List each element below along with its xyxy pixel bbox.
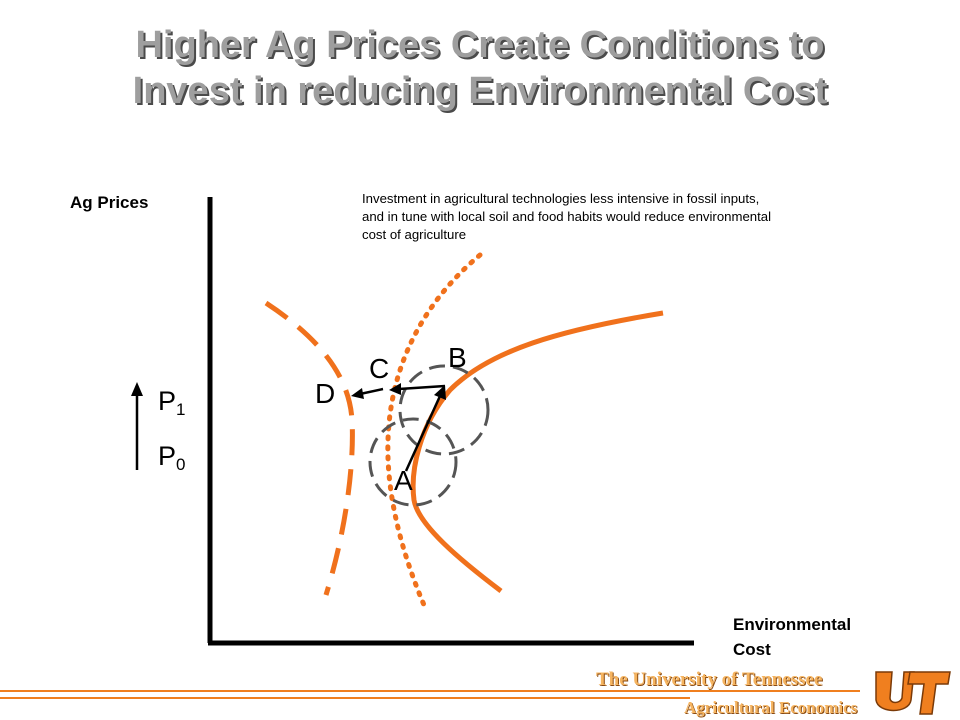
price-rise-arrow (131, 382, 143, 470)
point-label-d: D (315, 378, 336, 409)
circle-around-a (368, 417, 458, 507)
point-label-a: A (394, 465, 413, 496)
footer-divider-top (0, 690, 860, 692)
footer-university: The University of Tennessee (596, 669, 823, 690)
price-label-p0: P0 (158, 441, 186, 474)
arrow-c-to-d (351, 387, 384, 399)
x-axis-label: Environmental Cost (733, 612, 933, 662)
point-label-b: B (448, 342, 467, 373)
x-axis-label-line-1: Environmental (733, 615, 852, 634)
dashed-curve (264, 300, 355, 596)
arrow-a-to-b (404, 385, 446, 472)
price-label-p1: P1 (158, 386, 186, 419)
footer-divider-bottom (0, 697, 690, 699)
y-axis-label: Ag Prices (70, 193, 149, 212)
point-label-c: C (369, 353, 390, 384)
investment-note: Investment in agricultural technologies … (362, 191, 772, 242)
title-line-1: Higher Ag Prices Create Conditions to (135, 24, 825, 66)
title-line-2: Invest in reducing Environmental Cost (132, 70, 828, 112)
circle-around-b (398, 364, 490, 456)
footer-department: Agricultural Economics (684, 698, 858, 717)
dotted-curve (385, 252, 483, 608)
x-axis-label-line-2: Cost (733, 640, 771, 659)
slide-title: Higher Ag Prices Create Conditions to In… (0, 22, 960, 114)
ut-logo-icon: UT (875, 671, 951, 715)
arrow-b-to-c (389, 383, 446, 395)
